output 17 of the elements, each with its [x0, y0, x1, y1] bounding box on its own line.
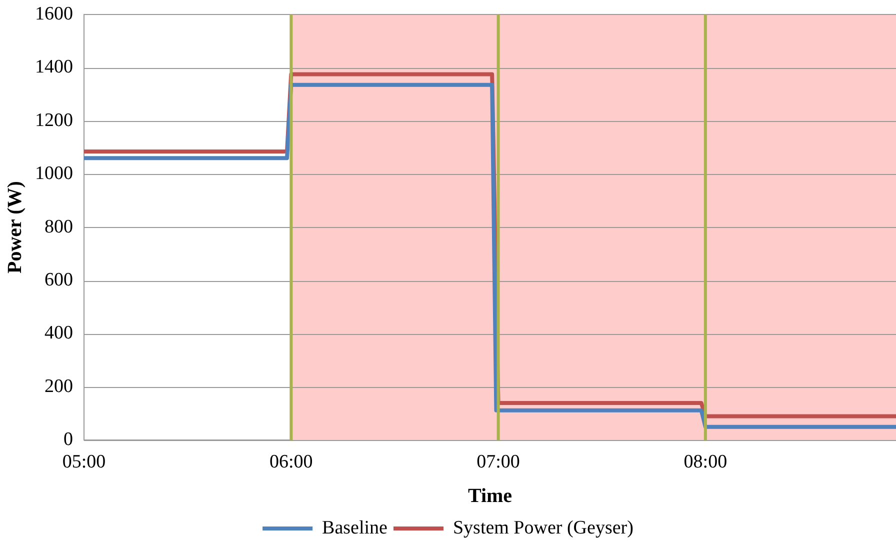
- x-tick-label: 06:00: [270, 452, 313, 473]
- x-tick-label: 08:00: [684, 452, 728, 473]
- y-tick-label: 600: [44, 270, 73, 291]
- legend-label: Baseline: [322, 517, 388, 538]
- x-tick-label: 07:00: [476, 452, 520, 473]
- y-axis-title: Power (W): [4, 181, 26, 274]
- y-tick-label: 200: [44, 376, 73, 397]
- y-tick-label: 1200: [35, 110, 73, 131]
- y-tick-label: 1000: [35, 163, 73, 184]
- x-axis-title: Time: [468, 485, 512, 508]
- legend-label: System Power (Geyser): [452, 517, 634, 538]
- x-tick-label: 05:00: [62, 452, 106, 473]
- y-tick-label: 1400: [35, 56, 73, 78]
- y-tick-label: 0: [64, 429, 73, 450]
- y-tick-label: 800: [44, 216, 73, 238]
- y-tick-label: 1600: [35, 3, 73, 24]
- y-tick-label: 400: [44, 322, 73, 344]
